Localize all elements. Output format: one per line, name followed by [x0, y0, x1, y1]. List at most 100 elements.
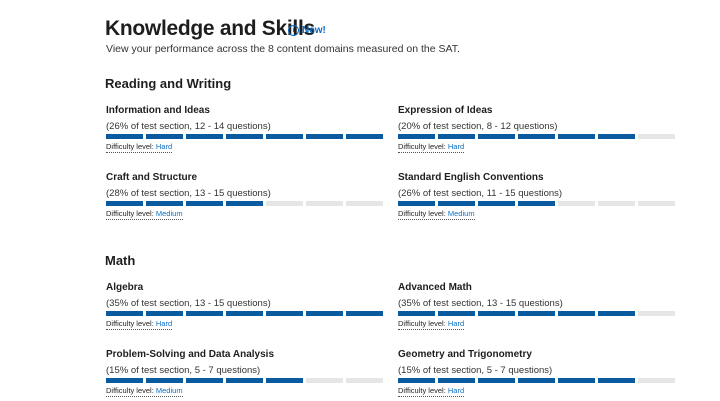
bar-segment-filled [558, 311, 595, 316]
bar-segment-filled [398, 134, 435, 139]
bar-segment-filled [146, 378, 183, 383]
difficulty-label: Difficulty level: [106, 209, 154, 218]
difficulty-level[interactable]: Hard [447, 386, 465, 395]
domain-detail: (35% of test section, 13 - 15 questions) [398, 298, 563, 309]
domain-detail: (26% of test section, 11 - 15 questions) [398, 188, 563, 199]
bar-segment-filled [398, 311, 435, 316]
info-icon: i [288, 25, 299, 36]
bar-segment-filled [346, 311, 383, 316]
bar-segment-filled [146, 201, 183, 206]
difficulty-label: Difficulty level: [398, 209, 446, 218]
bar-segment-filled [226, 311, 263, 316]
bar-segment-empty [638, 378, 675, 383]
section-title: Math [105, 253, 136, 268]
domain-name: Standard English Conventions [398, 172, 544, 183]
bar-segment-filled [478, 378, 515, 383]
bar-segment-filled [518, 378, 555, 383]
difficulty-label: Difficulty level: [106, 386, 154, 395]
domain-detail: (15% of test section, 5 - 7 questions) [398, 365, 553, 376]
new-badge[interactable]: i New! [288, 25, 326, 36]
bar-segment-filled [226, 201, 263, 206]
difficulty[interactable]: Difficulty level: Medium [398, 209, 475, 220]
bar-segment-filled [346, 134, 383, 139]
bar-segment-filled [146, 134, 183, 139]
difficulty-label: Difficulty level: [398, 319, 446, 328]
difficulty[interactable]: Difficulty level: Medium [106, 209, 183, 220]
bar-segment-filled [518, 201, 555, 206]
bar-segment-filled [478, 201, 515, 206]
bar-segment-empty [638, 201, 675, 206]
bar-segment-filled [478, 311, 515, 316]
bar-segment-filled [438, 378, 475, 383]
domain-detail: (20% of test section, 8 - 12 questions) [398, 121, 558, 132]
domain-detail: (35% of test section, 13 - 15 questions) [106, 298, 271, 309]
domain-detail: (15% of test section, 5 - 7 questions) [106, 365, 261, 376]
difficulty-level[interactable]: Medium [447, 209, 475, 218]
difficulty-level[interactable]: Hard [155, 142, 173, 151]
difficulty[interactable]: Difficulty level: Hard [398, 386, 465, 397]
bar-segment-filled [146, 311, 183, 316]
bar-segment-filled [186, 378, 223, 383]
bar-segment-filled [306, 134, 343, 139]
bar-segment-filled [186, 134, 223, 139]
domain-name: Algebra [106, 282, 144, 293]
bar-segment-filled [186, 201, 223, 206]
bar-segment-filled [478, 134, 515, 139]
subtitle: View your performance across the 8 conte… [106, 43, 460, 55]
difficulty[interactable]: Difficulty level: Hard [106, 319, 173, 330]
difficulty[interactable]: Difficulty level: Hard [398, 319, 465, 330]
bar-segment-empty [638, 134, 675, 139]
bar-segment-filled [226, 378, 263, 383]
bar-segment-empty [346, 201, 383, 206]
bar-segment-filled [558, 378, 595, 383]
difficulty-label: Difficulty level: [106, 142, 154, 151]
bar-segment-filled [398, 201, 435, 206]
bar-segment-empty [346, 378, 383, 383]
bar-segment-filled [226, 134, 263, 139]
bar-segment-filled [266, 134, 303, 139]
domain-detail: (28% of test section, 13 - 15 questions) [106, 188, 271, 199]
difficulty-label: Difficulty level: [398, 142, 446, 151]
badge-text: New! [302, 25, 326, 36]
difficulty-level[interactable]: Hard [447, 142, 465, 151]
domain-name: Geometry and Trigonometry [398, 349, 532, 360]
domain-name: Expression of Ideas [398, 105, 493, 116]
section-title: Reading and Writing [105, 76, 232, 91]
bar-segment-empty [638, 311, 675, 316]
bar-segment-filled [438, 201, 475, 206]
bar-segment-filled [306, 311, 343, 316]
bar-segment-filled [558, 134, 595, 139]
bar-segment-filled [106, 378, 143, 383]
difficulty[interactable]: Difficulty level: Medium [106, 386, 183, 397]
difficulty-level[interactable]: Hard [155, 319, 173, 328]
bar-segment-filled [598, 378, 635, 383]
difficulty[interactable]: Difficulty level: Hard [398, 142, 465, 153]
bar-segment-filled [266, 378, 303, 383]
bar-segment-filled [106, 134, 143, 139]
bar-segment-empty [306, 201, 343, 206]
bar-segment-empty [266, 201, 303, 206]
page-title: Knowledge and Skills [105, 17, 315, 40]
bar-segment-empty [598, 201, 635, 206]
domain-name: Information and Ideas [106, 105, 210, 116]
bar-segment-filled [106, 201, 143, 206]
bar-segment-filled [438, 311, 475, 316]
difficulty[interactable]: Difficulty level: Hard [106, 142, 173, 153]
bar-segment-empty [306, 378, 343, 383]
bar-segment-filled [598, 134, 635, 139]
bar-segment-filled [518, 134, 555, 139]
bar-segment-filled [598, 311, 635, 316]
domain-detail: (26% of test section, 12 - 14 questions) [106, 121, 271, 132]
bar-segment-filled [398, 378, 435, 383]
bar-segment-filled [266, 311, 303, 316]
bar-segment-filled [438, 134, 475, 139]
domain-name: Advanced Math [398, 282, 472, 293]
bar-segment-filled [186, 311, 223, 316]
bar-segment-filled [518, 311, 555, 316]
difficulty-level[interactable]: Hard [447, 319, 465, 328]
difficulty-label: Difficulty level: [106, 319, 154, 328]
difficulty-level[interactable]: Medium [155, 386, 183, 395]
difficulty-level[interactable]: Medium [155, 209, 183, 218]
bar-segment-filled [106, 311, 143, 316]
